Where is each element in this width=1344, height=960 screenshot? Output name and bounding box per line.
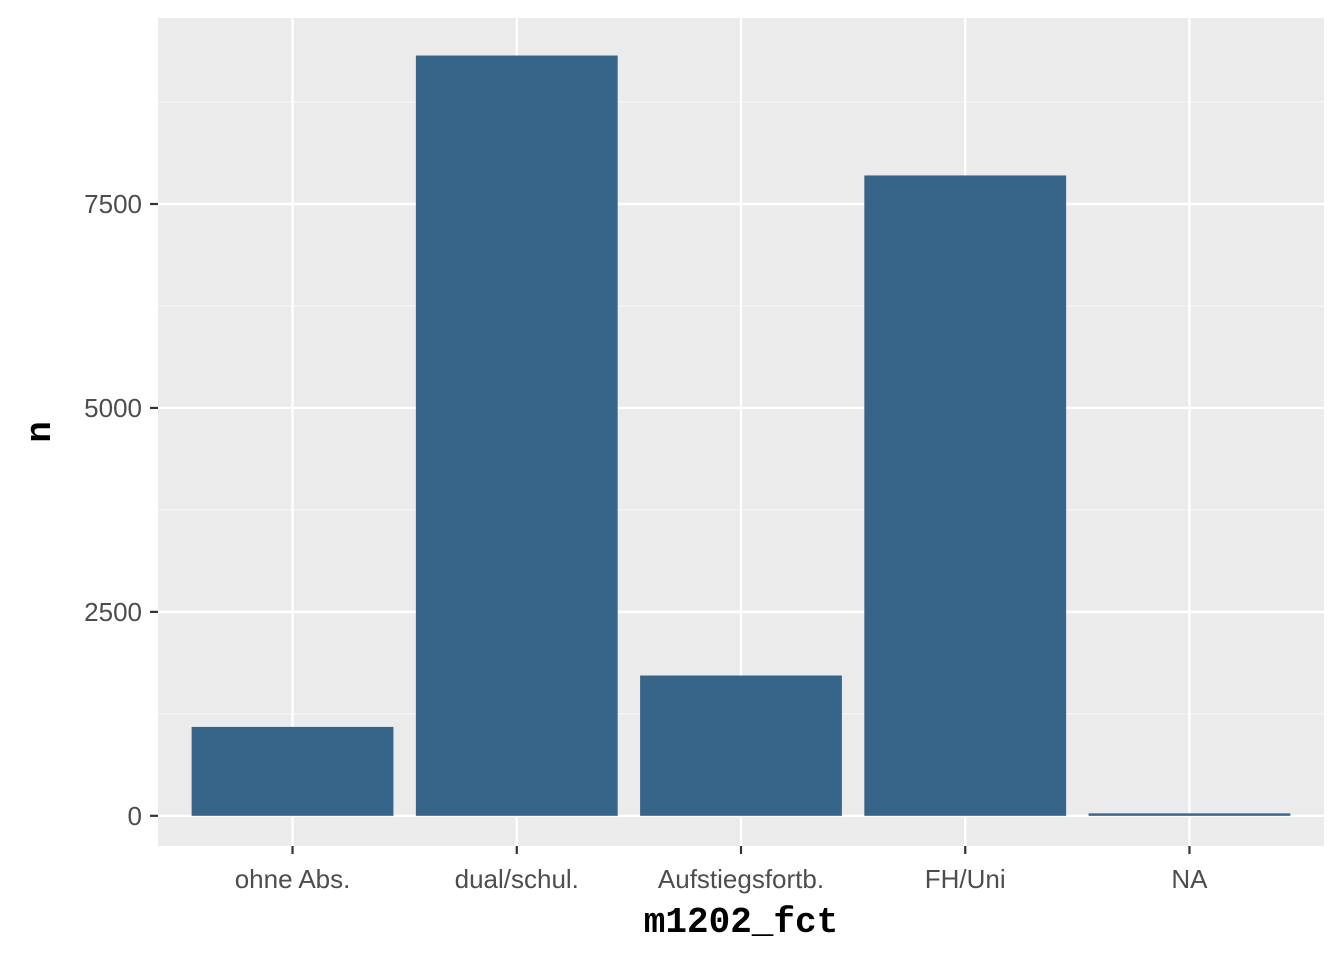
y-tick-label: 2500: [84, 597, 142, 627]
bar-5: [1088, 813, 1291, 816]
bar-1: [191, 726, 394, 816]
bar-2: [415, 55, 618, 816]
y-tick-label: 7500: [84, 189, 142, 219]
y-axis: 0 2500 5000 7500: [84, 189, 158, 831]
x-axis-title: m1202_fct: [644, 902, 838, 943]
x-tick-label: dual/schul.: [455, 864, 579, 894]
bars: [191, 55, 1291, 816]
x-tick-label: Aufstiegsfortb.: [658, 864, 824, 894]
y-tick-label: 5000: [84, 393, 142, 423]
bar-4: [864, 175, 1067, 816]
x-tick-label: NA: [1171, 864, 1208, 894]
x-tick-label: ohne Abs.: [235, 864, 351, 894]
bar-3: [640, 675, 842, 816]
x-tick-label: FH/Uni: [925, 864, 1006, 894]
y-tick-label: 0: [128, 801, 142, 831]
y-axis-title: n: [20, 421, 61, 443]
x-axis: ohne Abs. dual/schul. Aufstiegsfortb. FH/Un…: [235, 846, 1208, 894]
